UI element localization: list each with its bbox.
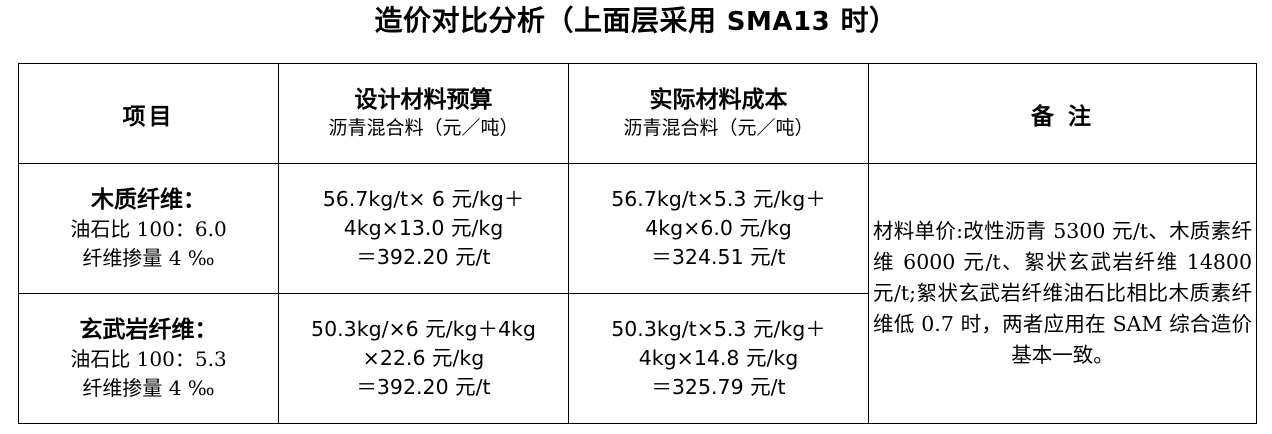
header-cell-remark: 备 注 — [868, 63, 1257, 164]
item-ratio-line: 油石比 100：6.0 — [70, 217, 227, 242]
formula-line-1: 50.3kg/t×5.3 元/kg＋ — [611, 316, 826, 341]
formula-line-1: 56.7kg/t× 6 元/kg＋ — [322, 186, 525, 211]
table-row: 玄武岩纤维： 油石比 100：5.3 纤维掺量 4 ‰ 50.3kg/×6 元/… — [18, 293, 1257, 424]
remark-text: 材料单价:改性沥青 5300 元/t、木质素纤维 6000 元/t、絮状玄武岩纤… — [873, 218, 1252, 368]
header-cell-item: 项目 — [18, 63, 279, 164]
item-title: 玄武岩纤维： — [79, 315, 218, 343]
header-item-label: 项目 — [122, 102, 175, 130]
header-cell-design-budget: 设计材料预算 沥青混合料（元／吨） — [278, 63, 569, 164]
formula-total-line: ＝324.51 元/t — [651, 245, 786, 270]
cell-actual-cost-wood-fiber: 56.7kg/t×5.3 元/kg＋ 4kg×6.0 元/kg ＝324.51 … — [568, 163, 869, 294]
formula-line-2: 4kg×6.0 元/kg — [645, 215, 792, 240]
table-header-row: 项目 设计材料预算 沥青混合料（元／吨） 实际材料成本 沥青混合料（元／吨） 备… — [18, 63, 1257, 164]
formula-line-2: ×22.6 元/kg — [362, 345, 485, 370]
item-dosage-line: 纤维掺量 4 ‰ — [82, 246, 215, 271]
header-actual-cost-label: 实际材料成本 — [649, 86, 788, 114]
page-title-prefix: 造价对比分析（上面层采用 — [374, 4, 727, 37]
formula-total-line: ＝392.20 元/t — [356, 245, 491, 270]
formula-total-line: ＝392.20 元/t — [356, 375, 491, 400]
cell-item-wood-fiber: 木质纤维： 油石比 100：6.0 纤维掺量 4 ‰ — [18, 163, 279, 294]
cell-design-budget-wood-fiber: 56.7kg/t× 6 元/kg＋ 4kg×13.0 元/kg ＝392.20 … — [278, 163, 569, 294]
formula-line-2: 4kg×13.0 元/kg — [343, 215, 504, 240]
header-cell-actual-cost: 实际材料成本 沥青混合料（元／吨） — [568, 63, 869, 164]
cell-remark: 材料单价:改性沥青 5300 元/t、木质素纤维 6000 元/t、絮状玄武岩纤… — [868, 163, 1257, 424]
header-actual-cost-sublabel: 沥青混合料（元／吨） — [623, 117, 814, 140]
header-design-budget-sublabel: 沥青混合料（元／吨） — [328, 117, 519, 140]
item-ratio-line: 油石比 100：5.3 — [70, 347, 227, 372]
header-remark-label: 备 注 — [1030, 102, 1094, 130]
formula-line-2: 4kg×14.8 元/kg — [638, 345, 799, 370]
page-title: 造价对比分析（上面层采用 SMA13 时） — [0, 0, 1272, 37]
cell-design-budget-basalt-fiber: 50.3kg/×6 元/kg＋4kg ×22.6 元/kg ＝392.20 元/… — [278, 293, 569, 424]
table-row: 木质纤维： 油石比 100：6.0 纤维掺量 4 ‰ 56.7kg/t× 6 元… — [18, 163, 1257, 424]
page-title-latin: SMA13 — [726, 7, 831, 37]
page-title-suffix: 时） — [830, 4, 898, 37]
cell-actual-cost-basalt-fiber: 50.3kg/t×5.3 元/kg＋ 4kg×14.8 元/kg ＝325.79… — [568, 293, 869, 424]
formula-line-1: 56.7kg/t×5.3 元/kg＋ — [611, 186, 826, 211]
cell-item-basalt-fiber: 玄武岩纤维： 油石比 100：5.3 纤维掺量 4 ‰ — [18, 293, 279, 424]
formula-line-1: 50.3kg/×6 元/kg＋4kg — [311, 316, 536, 341]
formula-total-line: ＝325.79 元/t — [651, 375, 786, 400]
item-dosage-line: 纤维掺量 4 ‰ — [82, 376, 215, 401]
item-title: 木质纤维： — [91, 185, 206, 213]
header-design-budget-label: 设计材料预算 — [354, 86, 493, 114]
cost-comparison-table: 项目 设计材料预算 沥青混合料（元／吨） 实际材料成本 沥青混合料（元／吨） 备… — [18, 63, 1257, 424]
